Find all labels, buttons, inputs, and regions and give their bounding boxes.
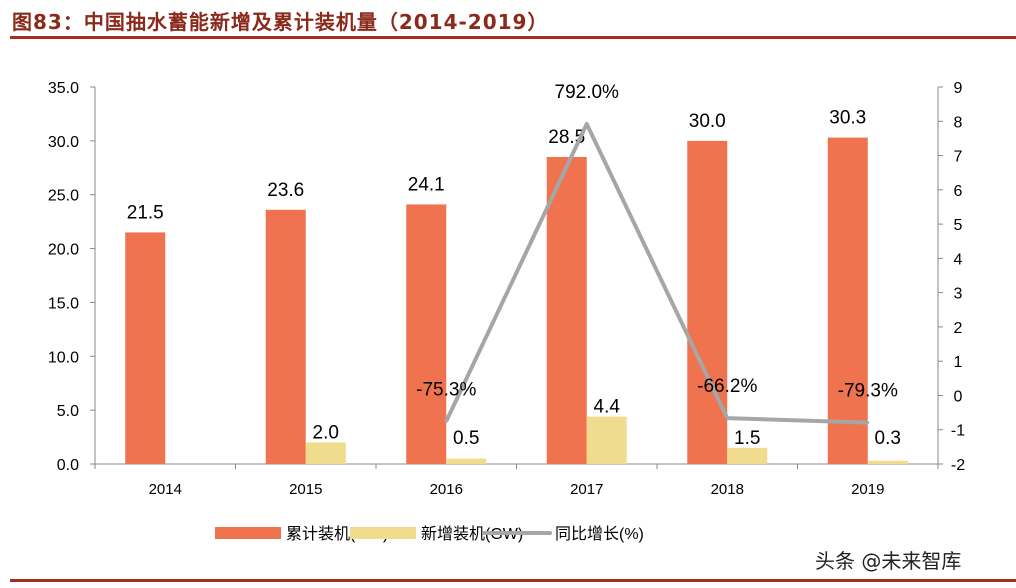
x-tick-label: 2017 (570, 481, 603, 498)
new-bar (446, 458, 487, 464)
legend-swatch-new (350, 527, 416, 539)
left-tick-label: 35.0 (48, 80, 79, 97)
right-tick-label: 7 (954, 149, 963, 166)
title-divider (10, 36, 1016, 39)
right-tick-label: 0 (954, 388, 963, 405)
x-tick-label: 2016 (430, 481, 463, 498)
right-tick-label: -1 (951, 423, 965, 440)
right-tick-label: 5 (954, 217, 963, 234)
growth-data-label: 792.0% (555, 82, 620, 103)
right-tick-label: -2 (951, 457, 965, 474)
watermark: 头条 @未来智库 (815, 549, 962, 573)
left-tick-label: 15.0 (48, 295, 79, 312)
right-tick-label: 8 (954, 114, 963, 131)
new-bar (727, 447, 768, 464)
growth-point (444, 419, 448, 423)
left-tick-label: 30.0 (48, 134, 79, 151)
new-bar (305, 442, 346, 464)
cumulative-data-label: 30.3 (829, 108, 866, 129)
cumulative-bar (827, 137, 868, 464)
right-tick-label: 2 (954, 320, 963, 337)
cumulative-bar (265, 209, 306, 464)
chart-title: 图83：中国抽水蓄能新增及累计装机量（2014-2019） (12, 10, 549, 34)
growth-data-label: -79.3% (838, 381, 898, 402)
new-data-label: 4.4 (594, 397, 621, 418)
x-tick-label: 2015 (289, 481, 322, 498)
left-tick-label: 10.0 (48, 349, 79, 366)
new-bar (586, 416, 627, 464)
cumulative-data-label: 21.5 (127, 202, 164, 223)
growth-data-label: -66.2% (697, 376, 757, 397)
cumulative-data-label: 30.0 (689, 111, 726, 132)
growth-data-label: -75.3% (416, 379, 476, 400)
left-tick-label: 5.0 (57, 403, 79, 420)
left-tick-label: 0.0 (57, 457, 79, 474)
bottom-divider (10, 579, 1016, 582)
new-data-label: 2.0 (313, 422, 339, 443)
legend-label-growth: 同比增长(%) (555, 525, 644, 543)
legend-swatch-cumulative (215, 527, 281, 539)
cumulative-bar (125, 232, 166, 464)
new-data-label: 0.3 (875, 428, 901, 449)
x-tick-label: 2014 (149, 481, 182, 498)
growth-point (866, 421, 870, 425)
x-tick-label: 2018 (711, 481, 744, 498)
growth-line (444, 122, 868, 425)
growth-point (585, 122, 589, 126)
legend-label-new: 新增装机(GW) (421, 525, 523, 543)
right-tick-label: 1 (954, 354, 963, 371)
left-tick-label: 20.0 (48, 242, 79, 259)
cumulative-data-label: 24.1 (408, 174, 445, 195)
new-bar (867, 460, 908, 464)
cumulative-data-label: 23.6 (267, 180, 304, 201)
right-tick-label: 9 (954, 80, 963, 97)
new-data-label: 0.5 (453, 428, 479, 449)
cumulative-bar (546, 157, 587, 464)
right-tick-label: 6 (954, 183, 963, 200)
x-tick-label: 2019 (851, 481, 884, 498)
left-tick-label: 25.0 (48, 188, 79, 205)
new-data-label: 1.5 (734, 428, 760, 449)
right-tick-label: 4 (954, 251, 963, 268)
right-tick-label: 3 (954, 286, 963, 303)
growth-point (725, 416, 729, 420)
cumulative-bar (406, 204, 447, 464)
cumulative-bar (687, 140, 728, 464)
